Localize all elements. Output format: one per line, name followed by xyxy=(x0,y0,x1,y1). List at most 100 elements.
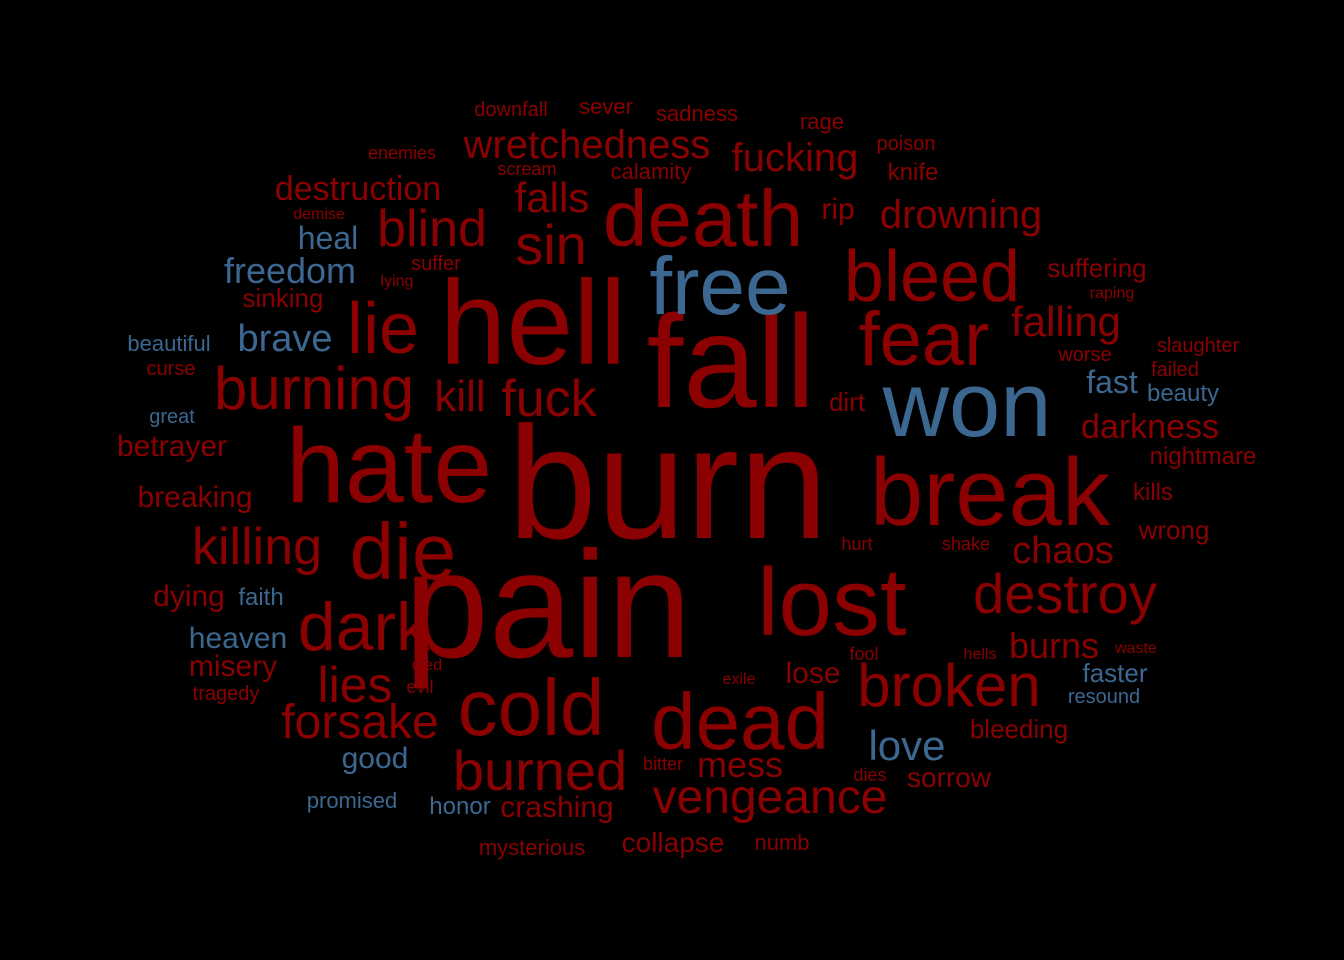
word-hells: hells xyxy=(963,646,997,663)
word-dies: dies xyxy=(853,765,887,785)
word-bleed: bleed xyxy=(843,237,1021,317)
word-beautiful: beautiful xyxy=(127,331,211,356)
word-tragedy: tragedy xyxy=(192,683,260,705)
word-evil: evil xyxy=(406,677,434,697)
word-lying: lying xyxy=(380,273,414,290)
word-rage: rage xyxy=(799,109,845,134)
word-sadness: sadness xyxy=(656,101,738,126)
word-raping: raping xyxy=(1089,285,1135,302)
word-hell: hell xyxy=(439,256,627,390)
word-burn: burn xyxy=(507,393,829,572)
word-kills: kills xyxy=(1133,479,1173,506)
word-sin: sin xyxy=(515,213,587,276)
word-calamity: calamity xyxy=(610,159,692,184)
word-fall: fall xyxy=(646,288,816,435)
word-demise: demise xyxy=(293,206,345,223)
word-crashing: crashing xyxy=(500,791,614,824)
word-breaking: breaking xyxy=(137,481,253,514)
word-suffering: suffering xyxy=(1047,253,1147,283)
word-suffer: suffer xyxy=(411,253,461,275)
word-heaven: heaven xyxy=(188,622,288,655)
word-brave: brave xyxy=(237,318,333,360)
word-death: death xyxy=(602,174,804,263)
word-mysterious: mysterious xyxy=(478,835,586,860)
word-curse: curse xyxy=(146,358,196,380)
word-resound: resound xyxy=(1067,686,1141,708)
word-died: died xyxy=(411,657,443,674)
word-honor: honor xyxy=(429,793,491,820)
word-beauty: beauty xyxy=(1146,380,1220,407)
word-bitter: bitter xyxy=(642,754,684,774)
word-scream: scream xyxy=(497,159,557,179)
word-won: won xyxy=(882,354,1052,456)
word-mess: mess xyxy=(696,744,784,785)
word-enemies: enemies xyxy=(367,143,437,163)
word-fool: fool xyxy=(849,644,879,664)
word-rip: rip xyxy=(821,193,855,226)
word-dead: dead xyxy=(651,677,829,766)
word-hurt: hurt xyxy=(841,534,873,554)
word-misery: misery xyxy=(188,650,278,683)
word-knife: knife xyxy=(887,159,939,186)
word-destroy: destroy xyxy=(973,562,1157,625)
word-pain: pain xyxy=(404,520,692,690)
word-sorrow: sorrow xyxy=(906,762,992,793)
word-fear: fear xyxy=(858,297,990,382)
word-promised: promised xyxy=(306,788,398,813)
word-exile: exile xyxy=(722,671,756,688)
word-drowning: drowning xyxy=(879,193,1043,237)
word-sever: sever xyxy=(579,94,633,119)
word-blind: blind xyxy=(377,200,487,258)
word-fucking: fucking xyxy=(731,136,859,180)
word-cold: cold xyxy=(457,663,605,752)
word-worse: worse xyxy=(1058,344,1112,366)
word-heal: heal xyxy=(297,220,359,256)
word-lies: lies xyxy=(317,657,393,713)
word-sinking: sinking xyxy=(242,283,324,313)
word-good: good xyxy=(341,742,409,775)
word-chaos: chaos xyxy=(1012,530,1114,572)
word-lose: lose xyxy=(785,657,841,690)
word-poison: poison xyxy=(876,133,936,155)
word-nightmare: nightmare xyxy=(1149,443,1257,470)
word-faith: faith xyxy=(238,584,284,611)
word-lie: lie xyxy=(346,289,420,369)
word-dirt: dirt xyxy=(828,387,866,417)
word-numb: numb xyxy=(754,830,810,855)
word-darkness: darkness xyxy=(1081,408,1219,446)
word-fast: fast xyxy=(1086,364,1138,400)
word-lost: lost xyxy=(757,549,907,656)
word-vengeance: vengeance xyxy=(652,771,888,824)
word-burning: burning xyxy=(213,355,415,422)
word-wretchedness: wretchedness xyxy=(463,123,711,167)
word-fuck: fuck xyxy=(501,370,597,428)
word-freedom: freedom xyxy=(223,250,357,291)
word-hate: hate xyxy=(285,407,493,525)
word-destruction: destruction xyxy=(274,170,442,208)
word-broken: broken xyxy=(857,652,1041,719)
word-betrayer: betrayer xyxy=(116,430,228,463)
word-burned: burned xyxy=(452,739,628,802)
word-waste: waste xyxy=(1115,640,1157,657)
word-wrong: wrong xyxy=(1138,515,1210,545)
word-falling: falling xyxy=(1011,298,1121,345)
word-bleeding: bleeding xyxy=(969,714,1069,744)
word-kill: kill xyxy=(434,372,486,421)
word-killing: killing xyxy=(191,518,323,576)
word-dying: dying xyxy=(153,580,225,613)
word-burns: burns xyxy=(1008,625,1100,666)
word-collapse: collapse xyxy=(621,827,725,858)
word-great: great xyxy=(149,406,195,428)
word-dark: dark xyxy=(297,589,431,665)
word-falls: falls xyxy=(514,174,590,221)
word-break: break xyxy=(869,439,1111,546)
word-failed: failed xyxy=(1151,359,1199,381)
word-downfall: downfall xyxy=(474,99,548,121)
word-love: love xyxy=(868,722,946,769)
word-free: free xyxy=(649,241,791,332)
word-die: die xyxy=(349,507,457,596)
word-forsake: forsake xyxy=(281,696,439,749)
word-slaughter: slaughter xyxy=(1156,335,1240,357)
word-faster: faster xyxy=(1082,658,1148,688)
